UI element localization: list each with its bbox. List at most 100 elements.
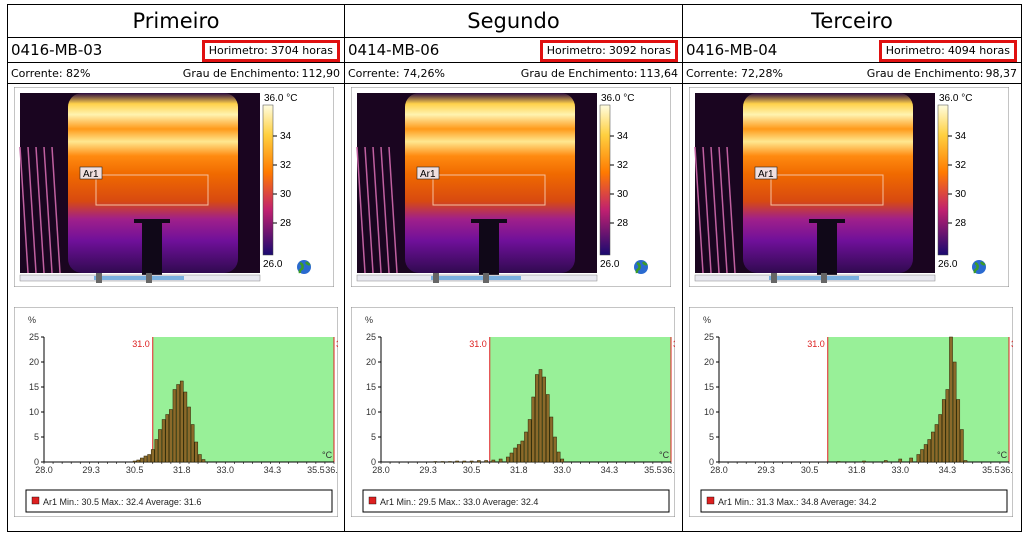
- y-unit-label: %: [28, 315, 36, 325]
- legend-stats: Ar1 Min.: 30.5 Max.: 32.4 Average: 31.6: [43, 497, 201, 507]
- range-low-label: 31.0: [469, 339, 487, 349]
- horimetro-badge: Horimetro: 3092 horas: [539, 40, 678, 62]
- mill-pedestal-top: [809, 219, 845, 223]
- histogram-bar: [147, 454, 151, 463]
- histogram-bar: [553, 436, 557, 463]
- panel-title: Terceiro: [683, 5, 1021, 38]
- equipment-id: 0416-MB-04: [686, 41, 778, 59]
- histogram-bar: [150, 449, 155, 463]
- highlight-range: [152, 337, 334, 462]
- structure-line: [356, 146, 366, 274]
- mill-shell: [743, 93, 913, 273]
- x-unit-label: °C: [322, 450, 333, 460]
- horimetro-value: 3092 horas: [608, 44, 671, 57]
- histogram-bar: [956, 399, 961, 463]
- y-tick-label: 10: [29, 407, 39, 417]
- x-tick-label: 29.3: [82, 465, 100, 475]
- range-high-label: 36.0: [1011, 339, 1013, 349]
- y-tick-label: 10: [366, 407, 376, 417]
- horimetro-label: Horimetro:: [885, 44, 945, 57]
- panel-segundo: Segundo 0414-MB-06 Horimetro: 3092 horas …: [344, 5, 682, 531]
- enchimento-text: Grau de Enchimento: 112,90: [183, 67, 340, 80]
- scale-min-label: 26.0: [600, 259, 620, 270]
- highlight-range: [489, 337, 671, 462]
- structure-line: [380, 146, 390, 274]
- equipment-row: 0414-MB-06 Horimetro: 3092 horas: [345, 38, 682, 63]
- color-scale-bar: [262, 104, 274, 256]
- x-tick-label: 30.5: [801, 465, 819, 475]
- scale-max-label: 36.0 °C: [264, 93, 297, 104]
- image-slider-range: [94, 276, 184, 280]
- enchimento-text: Grau de Enchimento: 113,64: [521, 67, 678, 80]
- structure-line: [718, 146, 728, 274]
- histogram-bar: [172, 389, 177, 463]
- scale-min-label: 26.0: [263, 259, 283, 270]
- x-tick-label: 31.8: [510, 465, 528, 475]
- structure-line: [694, 146, 704, 274]
- histogram-bar: [462, 460, 467, 463]
- y-tick-label: 0: [34, 457, 39, 467]
- histogram-bar: [949, 336, 953, 463]
- y-tick-label: 20: [29, 357, 39, 367]
- histogram-bar: [469, 460, 474, 463]
- histogram-bar: [545, 394, 550, 463]
- histogram-bar: [491, 459, 496, 463]
- image-slider-handle: [96, 273, 102, 283]
- horimetro-label: Horimetro:: [208, 44, 268, 57]
- structure-line: [43, 146, 53, 274]
- scale-tick-label: 28: [955, 218, 967, 229]
- x-tick-label: 35.5: [307, 465, 325, 475]
- histogram-bar: [549, 416, 554, 463]
- histogram-bar: [198, 454, 202, 463]
- histogram-bar: [931, 431, 935, 463]
- y-tick-label: 20: [704, 357, 714, 367]
- histogram-bar: [187, 406, 191, 463]
- x-tick-label: 28.0: [710, 465, 728, 475]
- histogram-bar: [945, 389, 950, 463]
- y-tick-label: 10: [704, 407, 714, 417]
- y-tick-label: 15: [29, 382, 39, 392]
- image-slider-handle: [433, 273, 439, 283]
- histogram-bar: [938, 414, 942, 463]
- histogram-bar: [836, 461, 841, 463]
- structure-line: [710, 146, 720, 274]
- x-tick-label: 36.0: [1000, 465, 1013, 475]
- horimetro-badge: Horimetro: 4094 horas: [878, 40, 1017, 62]
- histogram-bar: [862, 460, 866, 463]
- histogram-bar: [909, 457, 913, 463]
- x-tick-label: 28.0: [372, 465, 390, 475]
- scale-max-label: 36.0 °C: [939, 93, 972, 104]
- histogram-bar: [920, 449, 924, 463]
- y-tick-label: 0: [709, 457, 714, 467]
- equipment-id: 0414-MB-06: [348, 41, 440, 59]
- histogram-bar: [154, 439, 159, 463]
- legend-swatch: [368, 496, 377, 505]
- x-tick-label: 29.3: [419, 465, 437, 475]
- thermal-image: Ar1 36.0 °C 34 32 30 28 26.0: [689, 87, 1009, 287]
- thermal-image: Ar1 36.0 °C 34 32 30 28 26.0: [14, 87, 334, 287]
- x-tick-label: 35.5: [644, 465, 662, 475]
- x-unit-label: °C: [997, 450, 1008, 460]
- histogram-bar: [132, 460, 137, 463]
- x-tick-label: 30.5: [126, 465, 144, 475]
- roi-label: Ar1: [420, 169, 436, 180]
- histogram-bar: [433, 461, 438, 463]
- roi-label: Ar1: [83, 169, 99, 180]
- histogram-bar: [194, 441, 199, 463]
- scale-tick-label: 32: [617, 160, 629, 171]
- scale-tick-label: 30: [617, 189, 629, 200]
- equipment-row: 0416-MB-03 Horimetro: 3704 horas: [8, 38, 344, 63]
- enchimento-label: Grau de Enchimento:: [182, 67, 300, 80]
- image-slider-range: [431, 276, 521, 280]
- scale-tick-label: 34: [955, 131, 967, 142]
- mill-pedestal: [479, 222, 499, 277]
- structure-line: [51, 146, 61, 274]
- globe-land: [635, 261, 648, 274]
- histogram-bar: [934, 424, 939, 463]
- histogram-bar: [556, 451, 561, 463]
- histogram-bar: [883, 460, 888, 463]
- equipment-id: 0416-MB-03: [11, 41, 103, 59]
- scale-tick-label: 28: [280, 218, 292, 229]
- histogram-bar: [952, 361, 957, 463]
- x-tick-label: 35.5: [982, 465, 1000, 475]
